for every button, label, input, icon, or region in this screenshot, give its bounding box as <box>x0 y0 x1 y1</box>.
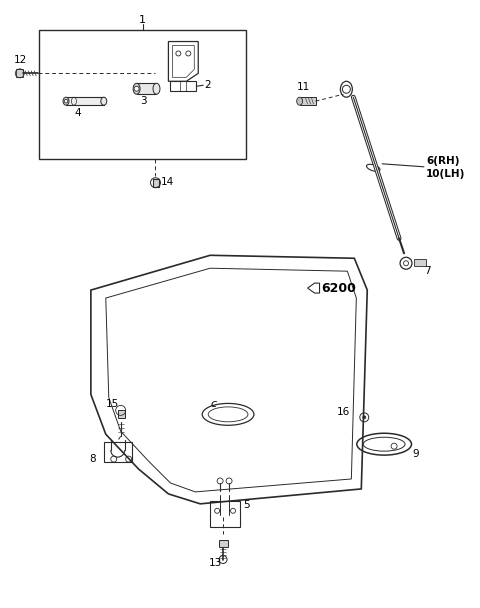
Ellipse shape <box>133 83 140 94</box>
Text: 6200: 6200 <box>322 282 357 295</box>
Text: 11: 11 <box>297 82 310 92</box>
Bar <box>104 442 132 462</box>
Text: 9: 9 <box>412 449 419 459</box>
Bar <box>153 179 159 187</box>
Text: 8: 8 <box>89 454 96 464</box>
Ellipse shape <box>297 97 302 105</box>
Text: 13: 13 <box>208 559 222 568</box>
Ellipse shape <box>101 97 107 105</box>
Bar <box>210 501 240 527</box>
Text: 10(LH): 10(LH) <box>426 169 465 179</box>
Text: 7: 7 <box>424 266 431 276</box>
Bar <box>219 540 228 547</box>
Text: 5: 5 <box>243 500 250 510</box>
Text: 14: 14 <box>160 177 174 187</box>
Ellipse shape <box>153 83 160 94</box>
Circle shape <box>363 416 366 419</box>
Text: 2: 2 <box>204 80 211 90</box>
Text: 12: 12 <box>13 55 26 66</box>
Circle shape <box>64 99 68 103</box>
Bar <box>137 83 156 94</box>
Text: 1: 1 <box>139 15 146 25</box>
Bar <box>66 97 104 105</box>
Text: 15: 15 <box>106 399 119 409</box>
Text: c: c <box>210 399 216 409</box>
Bar <box>414 259 426 266</box>
Text: 16: 16 <box>336 407 350 417</box>
Circle shape <box>134 86 139 91</box>
Text: 3: 3 <box>140 96 147 106</box>
Bar <box>39 30 246 159</box>
Text: 4: 4 <box>74 108 81 118</box>
Bar <box>16 69 23 77</box>
Ellipse shape <box>63 97 69 105</box>
Bar <box>118 410 125 418</box>
Text: 6(RH): 6(RH) <box>426 156 459 166</box>
Bar <box>300 97 315 105</box>
